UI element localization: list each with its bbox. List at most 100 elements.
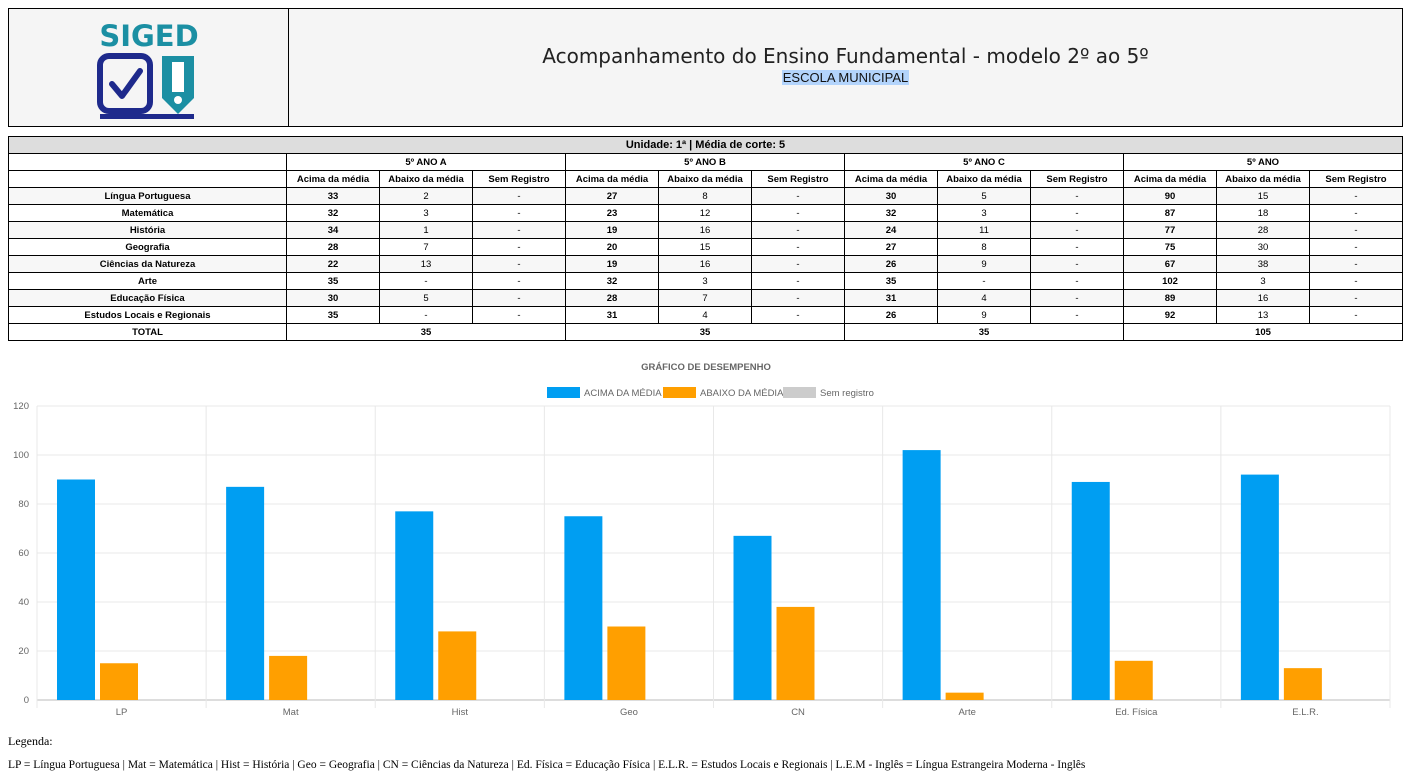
x-tick-label: Arte (958, 707, 975, 718)
table-row: Estudos Locais e Regionais 35- -31 4-26 9-92… (8, 306, 1403, 324)
value-cell: 19 (565, 221, 659, 239)
value-cell: - (751, 204, 845, 222)
x-tick-label: Mat (283, 707, 299, 718)
value-cell: - (1030, 204, 1124, 222)
report-header: SIGED Acompanhamento do Ensino Fundament… (8, 8, 1403, 127)
value-cell: - (472, 272, 566, 290)
value-cell: - (751, 272, 845, 290)
value-cell: 89 (1123, 289, 1217, 307)
value-cell: 32 (844, 204, 938, 222)
value-cell: - (472, 187, 566, 205)
value-cell: - (379, 306, 473, 324)
performance-chart: GRÁFICO DE DESEMPENHO ACIMA DA MÉDIA ABAIX… (13, 362, 1391, 718)
legend-description: LP = Língua Portuguesa | Mat = Matemátic… (8, 759, 1086, 771)
column-header: Acima da média (844, 170, 938, 188)
legend-swatch (547, 387, 580, 398)
value-cell: - (1309, 187, 1403, 205)
bar (607, 626, 646, 700)
value-cell: 30 (286, 289, 380, 307)
column-header: Abaixo da média (658, 170, 752, 188)
value-cell: - (472, 221, 566, 239)
value-cell: 12 (658, 204, 752, 222)
value-cell: 90 (1123, 187, 1217, 205)
total-value: 35 (286, 323, 566, 341)
value-cell: 23 (565, 204, 659, 222)
subject-cell: Estudos Locais e Regionais (8, 306, 287, 324)
value-cell: 30 (1216, 238, 1310, 256)
bar (100, 663, 138, 700)
y-tick-label: 100 (13, 450, 29, 461)
y-tick-label: 80 (18, 499, 29, 510)
x-tick-label: Hist (452, 707, 469, 718)
value-cell: - (1030, 187, 1124, 205)
value-cell: - (751, 221, 845, 239)
group-header: 5º ANO C (844, 153, 1124, 171)
subject-cell: Matemática (8, 204, 287, 222)
x-tick-label: E.L.R. (1292, 707, 1318, 718)
value-cell: 38 (1216, 255, 1310, 273)
value-cell: - (751, 238, 845, 256)
value-cell: 9 (937, 255, 1031, 273)
value-cell: 13 (1216, 306, 1310, 324)
value-cell: 87 (1123, 204, 1217, 222)
bar (733, 535, 772, 700)
table-row: Matemática 32 3-23 12-32 3-87 18- (8, 204, 1403, 222)
value-cell: 13 (379, 255, 473, 273)
value-cell: 27 (565, 187, 659, 205)
value-cell: - (472, 238, 566, 256)
table-row: Ciências da Natureza 22 13-19 16-26 9-67 38- (8, 255, 1403, 273)
value-cell: 15 (1216, 187, 1310, 205)
subject-cell: Geografia (8, 238, 287, 256)
value-cell: 35 (286, 272, 380, 290)
total-value: 105 (1123, 323, 1403, 341)
value-cell: - (751, 289, 845, 307)
value-cell: 16 (658, 255, 752, 273)
logo-text: SIGED (99, 19, 198, 53)
value-cell: - (379, 272, 473, 290)
column-header: Acima da média (286, 170, 380, 188)
bar (1240, 474, 1279, 700)
value-cell: 7 (379, 238, 473, 256)
y-tick-label: 0 (24, 695, 29, 706)
value-cell: 24 (844, 221, 938, 239)
group-header: 5º ANO B (565, 153, 845, 171)
school-name: ESCOLA MUNICIPAL (781, 70, 910, 85)
column-header: Sem Registro (472, 170, 566, 188)
value-cell: 5 (379, 289, 473, 307)
subject-cell: Ciências da Natureza (8, 255, 287, 273)
y-tick-label: 20 (18, 646, 29, 657)
value-cell: - (751, 187, 845, 205)
value-cell: - (1030, 289, 1124, 307)
report-title: Acompanhamento do Ensino Fundamental - m… (542, 44, 1149, 68)
value-cell: 26 (844, 306, 938, 324)
value-cell: - (1030, 221, 1124, 239)
chart-title: GRÁFICO DE DESEMPENHO (641, 362, 771, 373)
table-row: História 34 1-19 16-24 11-77 28- (8, 221, 1403, 239)
value-cell: 31 (844, 289, 938, 307)
legend-swatch (663, 387, 696, 398)
bar (1283, 668, 1322, 700)
value-cell: - (1309, 221, 1403, 239)
value-cell: 35 (844, 272, 938, 290)
value-cell: 28 (565, 289, 659, 307)
value-cell: 3 (1216, 272, 1310, 290)
bar (564, 516, 603, 700)
value-cell: 67 (1123, 255, 1217, 273)
bar (226, 486, 265, 700)
value-cell: - (1309, 289, 1403, 307)
value-cell: 9 (937, 306, 1031, 324)
value-cell: 15 (658, 238, 752, 256)
column-header: Abaixo da média (937, 170, 1031, 188)
value-cell: - (472, 289, 566, 307)
value-cell: 4 (658, 306, 752, 324)
value-cell: 8 (937, 238, 1031, 256)
value-cell: 75 (1123, 238, 1217, 256)
column-header: Acima da média (565, 170, 659, 188)
value-cell: - (937, 272, 1031, 290)
bar (1114, 660, 1153, 700)
value-cell: 3 (379, 204, 473, 222)
total-label: TOTAL (8, 323, 287, 341)
value-cell: - (472, 306, 566, 324)
value-cell: - (1030, 272, 1124, 290)
bar (269, 655, 308, 700)
